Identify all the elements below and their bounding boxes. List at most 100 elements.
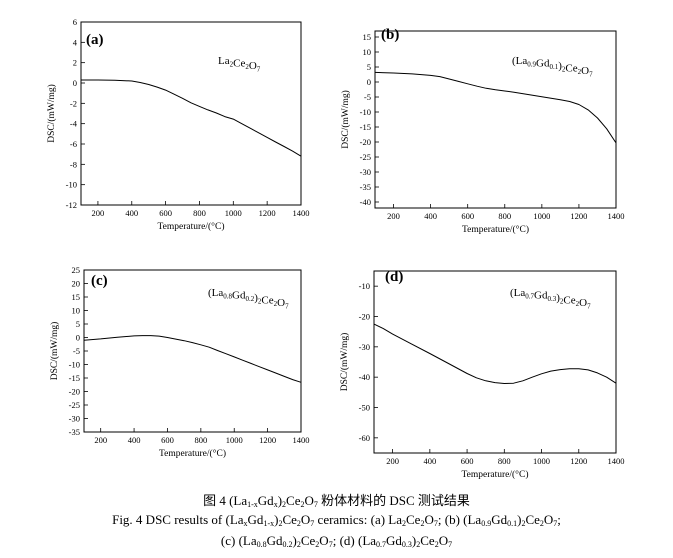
caption-b-label: (b): [444, 512, 464, 527]
x-tick-label: 400: [424, 211, 437, 221]
caption-end-1: ;: [557, 512, 561, 527]
caption-d-formula: (La0.7Gd0.3)2Ce2O7: [357, 533, 453, 549]
x-tick-label: 1400: [293, 208, 310, 218]
x-tick-label: 800: [194, 435, 207, 445]
x-tick-label: 800: [498, 211, 511, 221]
y-axis-label: DSC/(mW/mg): [49, 322, 60, 381]
caption-english-line1: Fig. 4 DSC results of (LaxGd1-x)2Ce2O7 c…: [0, 512, 673, 528]
caption-a-label: (a): [370, 512, 389, 527]
y-tick-label: -12: [66, 200, 77, 210]
x-tick-label: 600: [159, 208, 172, 218]
chart-panel-4: 200 400 600 800 1000 1200 1400 -60 -50 -40 -30 -20 -…: [339, 269, 625, 480]
caption-a-formula: La2Ce2O7: [388, 512, 438, 528]
y-tick-label: 15: [72, 292, 81, 302]
x-tick-label: 200: [94, 435, 107, 445]
x-tick-label: 1200: [570, 211, 587, 221]
chart-panel-2: 200 400 600 800 1000 1200 1400 -40 -35 -30 -25 -20 -…: [340, 27, 625, 235]
series-title: (La0.9Gd0.1)2Ce2O7: [512, 55, 593, 79]
plot-frame: [80, 21, 302, 206]
y-axis-label: DSC/(mW/mg): [46, 84, 57, 143]
plot-frame: [373, 270, 617, 454]
y-tick-label: -35: [360, 182, 371, 192]
y-tick-label: 0: [367, 77, 371, 87]
chart-panel-3: 200 400 600 800 1000 1200 1400-35-30-25-20-15-…: [49, 265, 310, 459]
panel-label: (a): [86, 32, 104, 48]
y-tick-label: 20: [72, 279, 81, 289]
x-tick-label: 800: [498, 456, 511, 466]
y-tick-label: 0: [73, 78, 77, 88]
y-tick-label: -8: [70, 159, 77, 169]
x-tick-label: 600: [461, 211, 474, 221]
caption-en-mid: ceramics:: [314, 512, 371, 527]
panel-label: (d): [385, 269, 403, 285]
chart-panel-1: 200 400 600 800 1000 1200 1400 -12 -10 -8 -6 -4 -2 0 2…: [46, 17, 310, 232]
y-tick-label: -10: [66, 180, 77, 190]
caption-d-label: (d): [339, 533, 358, 548]
dsc-curve: [83, 335, 302, 383]
x-tick-label: 800: [193, 208, 206, 218]
caption-en-prefix: Fig. 4 DSC results of: [112, 512, 226, 527]
y-tick-label: -40: [359, 372, 370, 382]
x-axis-label: Temperature/(°C): [158, 221, 225, 232]
series-title: La2Ce2O7: [218, 55, 261, 74]
x-axis-label: Temperature/(°C): [462, 224, 529, 235]
dsc-curve: [373, 323, 617, 384]
caption-cn-formula: (La1-xGdx)2Ce2O7: [229, 493, 318, 509]
x-tick-label: 1000: [533, 456, 550, 466]
caption-chinese: 图 4 (La1-xGdx)2Ce2O7 粉体材料的 DSC 测试结果: [0, 490, 673, 509]
x-tick-label: 1200: [570, 456, 587, 466]
caption-cn-suffix: 粉体材料的 DSC 测试结果: [317, 493, 470, 508]
x-axis-label: Temperature/(°C): [159, 448, 226, 459]
y-tick-label: 2: [73, 58, 77, 68]
caption-cn-prefix: 图 4: [203, 493, 230, 508]
y-tick-label: -20: [69, 387, 80, 397]
y-tick-label: 10: [363, 47, 372, 57]
y-tick-label: -4: [70, 119, 78, 129]
y-tick-label: 6: [73, 17, 77, 27]
x-tick-label: 200: [92, 208, 105, 218]
y-tick-label: 5: [367, 62, 371, 72]
panel-label: (b): [381, 27, 399, 43]
y-tick-label: 15: [363, 32, 372, 42]
y-tick-label: -5: [73, 346, 80, 356]
caption-english-line2: (c) (La0.8Gd0.2)2Ce2O7; (d) (La0.7Gd0.3)…: [0, 533, 673, 549]
dsc-curve: [374, 71, 617, 144]
x-tick-label: 600: [161, 435, 174, 445]
y-tick-label: 25: [72, 265, 81, 275]
y-tick-label: -30: [359, 342, 370, 352]
y-tick-label: -30: [360, 167, 371, 177]
x-tick-label: 400: [423, 456, 436, 466]
x-tick-label: 1400: [608, 456, 625, 466]
y-tick-label: -20: [359, 312, 370, 322]
y-tick-label: -2: [70, 98, 77, 108]
y-tick-label: -10: [359, 281, 370, 291]
y-tick-label: -15: [69, 373, 80, 383]
series-title: (La0.8Gd0.2)2Ce2O7: [208, 287, 289, 311]
x-tick-label: 600: [461, 456, 474, 466]
y-axis-label: DSC/(mW/mg): [340, 90, 351, 149]
panel-label: (c): [91, 273, 108, 289]
y-tick-label: -6: [70, 139, 77, 149]
dsc-curve: [81, 79, 302, 157]
y-tick-label: -40: [360, 197, 371, 207]
y-tick-label: -10: [360, 107, 371, 117]
x-tick-label: 1400: [608, 211, 625, 221]
x-axis-label: Temperature/(°C): [462, 469, 529, 480]
y-tick-label: -60: [359, 433, 370, 443]
y-axis-label: DSC/(mW/mg): [339, 333, 350, 392]
y-tick-label: -30: [69, 414, 80, 424]
x-tick-label: 1000: [225, 208, 242, 218]
y-tick-label: -25: [69, 400, 80, 410]
y-tick-label: -5: [364, 92, 371, 102]
caption-c-formula: (La0.8Gd0.2)2Ce2O7: [238, 533, 333, 549]
series-title: (La0.7Gd0.3)2Ce2O7: [510, 287, 591, 311]
x-tick-label: 1200: [259, 208, 276, 218]
y-tick-label: -35: [69, 427, 80, 437]
y-tick-label: 10: [72, 306, 81, 316]
y-tick-label: 5: [76, 319, 80, 329]
y-tick-label: 4: [73, 37, 78, 47]
y-tick-label: -15: [360, 122, 371, 132]
y-tick-label: -10: [69, 360, 80, 370]
x-tick-label: 400: [125, 208, 138, 218]
y-tick-label: -50: [359, 403, 370, 413]
